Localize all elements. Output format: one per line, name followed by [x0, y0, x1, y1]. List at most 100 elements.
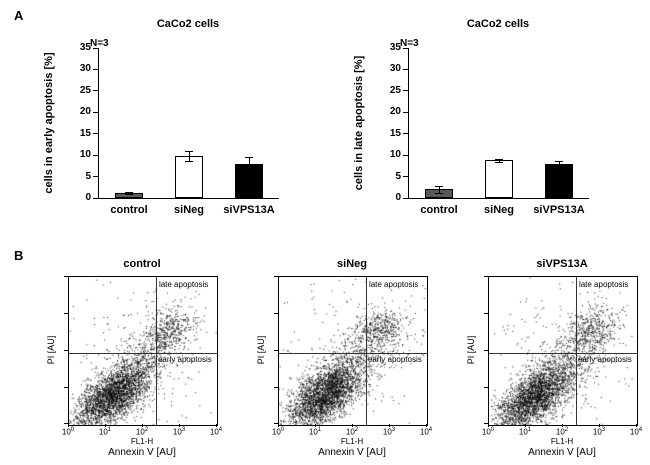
error-bar-cap-top [185, 150, 193, 152]
x-tick-mark [104, 424, 106, 427]
y-tick-mark [403, 68, 409, 70]
late-apoptosis-label: late apoptosis [578, 280, 629, 289]
error-bar-line [188, 150, 190, 162]
x-tick-exponent: 1 [107, 427, 112, 433]
x-tick-exponent: 4 [638, 427, 643, 433]
x-tick-exponent: 1 [317, 427, 322, 433]
panel-a-label: A [14, 8, 24, 23]
x-tick-mark [635, 424, 637, 427]
x-channel-label: FL1-H [340, 437, 364, 446]
x-tick-exponent: 3 [601, 427, 606, 433]
late-apoptosis-label: late apoptosis [158, 280, 209, 289]
y-tick-mark [93, 68, 99, 70]
x-tick-label: 104 [629, 427, 643, 437]
y-tick-mark [64, 276, 68, 277]
x-tick-label: 100 [271, 427, 285, 437]
x-tick-mark [178, 424, 180, 427]
dot-canvas [279, 277, 427, 425]
x-tick-exponent: 0 [280, 427, 285, 433]
error-bar-line [248, 156, 250, 171]
y-tick-mark [64, 349, 68, 351]
y-tick-mark [484, 423, 488, 424]
category-label: siNeg [484, 204, 514, 216]
y-axis-ticks [483, 276, 488, 424]
error-bar-cap-bottom [125, 194, 133, 196]
bar-plot-area: 0 5 10 15 20 25 30 35 control siNeg siVPS13A [390, 42, 589, 216]
y-tick-label: 20 [389, 106, 401, 118]
error-bar-line [128, 191, 130, 195]
y-tick-label: 35 [389, 42, 401, 53]
late-apoptosis-label: late apoptosis [368, 280, 419, 289]
quadrant-divider-horizontal [279, 352, 427, 354]
error-bar-cap-bottom [245, 170, 253, 172]
error-bar-cap-bottom [495, 162, 503, 163]
x-tick-exponent: 4 [218, 427, 223, 433]
y-tick-label: 15 [79, 127, 91, 139]
y-tick-label: 10 [389, 149, 401, 161]
error-bar-line [498, 158, 500, 162]
early-apoptosis-label: early apoptosis [367, 354, 422, 364]
n-annotation: N=3 [400, 38, 419, 49]
x-tick-mark [425, 424, 427, 427]
x-tick-mark [388, 424, 390, 427]
error-bar-line [558, 161, 560, 167]
bar [175, 156, 203, 198]
error-bar-cap-top [125, 191, 133, 193]
x-tick-label: 101 [308, 427, 322, 437]
x-axis-ticks: 100 101 102 103 104 [272, 424, 432, 438]
y-tick-mark [93, 133, 99, 135]
scatter-box: late apoptosis early apoptosis [278, 276, 428, 426]
quadrant-divider-vertical [365, 277, 367, 425]
y-tick-label: 35 [79, 42, 91, 53]
x-tick-mark [67, 424, 69, 427]
x-tick-label: 101 [98, 427, 112, 437]
category-label: control [420, 204, 458, 216]
y-tick-label: 30 [79, 63, 91, 75]
y-tick-mark [403, 154, 409, 156]
y-tick-mark [403, 90, 409, 92]
quadrant-divider-horizontal [69, 352, 217, 354]
x-tick-label: 103 [592, 427, 606, 437]
n-annotation: N=3 [90, 38, 109, 49]
x-tick-exponent: 2 [144, 427, 149, 433]
x-tick-mark [141, 424, 143, 427]
y-tick-label: 30 [389, 63, 401, 75]
scatter-box: late apoptosis early apoptosis [488, 276, 638, 426]
y-tick-mark [93, 90, 99, 92]
error-bar-cap-top [555, 161, 563, 163]
y-tick-mark [403, 197, 409, 199]
quadrant-divider-horizontal [489, 352, 637, 354]
bar-chart-late-apoptosis: CaCo2 cells N=3 cells in late apoptosis … [330, 12, 620, 237]
category-label: siNeg [174, 204, 204, 216]
y-tick-label: 25 [389, 84, 401, 96]
x-tick-mark [598, 424, 600, 427]
y-tick-label: 0 [395, 192, 401, 203]
y-tick-mark [484, 349, 488, 351]
scatter-plot-sineg: siNeg PI [AU] late apoptosis early apopt… [238, 258, 438, 463]
x-axis-label: Annexin V [AU] [318, 447, 386, 458]
category-label: control [110, 204, 148, 216]
bar-plot-area: 0 5 10 15 20 25 30 35 control siNeg siVPS13A [80, 42, 279, 216]
y-tick-label: 5 [395, 170, 401, 182]
x-tick-label: 100 [481, 427, 495, 437]
x-tick-label: 102 [135, 427, 149, 437]
y-tick-mark [403, 111, 409, 113]
x-tick-label: 100 [61, 427, 75, 437]
x-tick-exponent: 1 [527, 427, 532, 433]
y-axis-label: PI [AU] [46, 335, 56, 365]
y-tick-mark [484, 276, 488, 277]
y-tick-mark [64, 312, 68, 314]
x-tick-exponent: 3 [391, 427, 396, 433]
category-label: siVPS13A [223, 204, 275, 216]
y-tick-mark [274, 349, 278, 351]
bar-chart-early-apoptosis: CaCo2 cells N=3 cells in early apoptosis… [20, 12, 310, 237]
y-tick-mark [403, 133, 409, 135]
y-tick-label: 10 [79, 149, 91, 161]
x-channel-label: FL1-H [550, 437, 574, 446]
x-tick-exponent: 2 [354, 427, 359, 433]
x-tick-mark [487, 424, 489, 427]
chart-title: CaCo2 cells [466, 18, 530, 30]
y-tick-label: 25 [79, 84, 91, 96]
chart-title: control [123, 258, 161, 270]
y-tick-mark [93, 47, 99, 49]
